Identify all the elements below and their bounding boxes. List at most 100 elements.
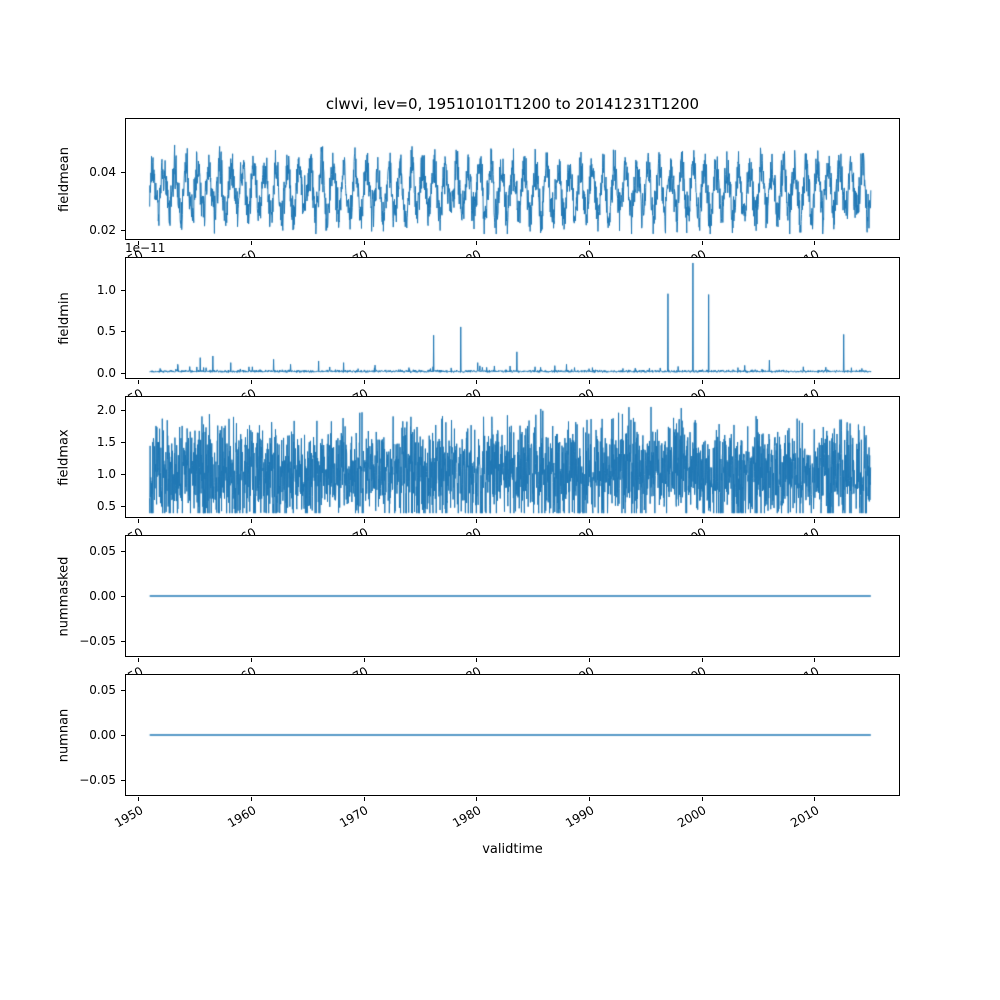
- y-tick-mark: [121, 331, 125, 333]
- fieldmean-axes: [125, 118, 900, 240]
- y-tick-mark: [121, 506, 125, 508]
- fieldmin-y-ticks: 0.0 0.5 1.0: [0, 257, 125, 380]
- x-tick-mark: [701, 797, 703, 801]
- y-tick-label: 1.5: [96, 434, 116, 449]
- fieldmean-y-ticks: 0.02 0.04: [0, 118, 125, 240]
- y-tick-mark: [121, 441, 125, 443]
- x-tick-label: 1960: [225, 664, 258, 674]
- y-tick-mark: [121, 372, 125, 374]
- y-tick-label: 1.0: [96, 282, 116, 297]
- nummasked-axes: [125, 535, 900, 657]
- y-tick-mark: [121, 641, 125, 643]
- fieldmin-x-ticks: 1950 1960 1970 1980 1990 2000 2010: [0, 380, 1000, 396]
- x-tick-mark: [138, 241, 140, 245]
- x-tick-mark: [138, 658, 140, 662]
- x-tick-mark: [363, 797, 365, 801]
- numnan-line-chart: [126, 675, 899, 795]
- numnan-y-ticks: −0.05 0.00 0.05: [0, 674, 125, 796]
- y-tick-label: 2.0: [96, 402, 116, 417]
- nummasked-x-ticks: 1950 1960 1970 1980 1990 2000 2010: [0, 658, 1000, 674]
- x-tick-mark: [138, 519, 140, 523]
- x-tick-mark: [476, 658, 478, 662]
- y-tick-mark: [121, 689, 125, 691]
- x-tick-label: 1950: [111, 803, 146, 831]
- x-tick-mark: [476, 380, 478, 384]
- x-tick-label: 2000: [675, 803, 709, 831]
- x-tick-mark: [814, 797, 816, 801]
- x-tick-label: 1990: [563, 247, 596, 257]
- x-tick-mark: [701, 380, 703, 384]
- x-tick-mark: [589, 519, 591, 523]
- x-tick-mark: [589, 241, 591, 245]
- nummasked-line-chart: [126, 536, 899, 656]
- fieldmin-line-chart: [126, 258, 899, 378]
- x-tick-mark: [589, 380, 591, 384]
- nummasked-y-ticks: −0.05 0.00 0.05: [0, 535, 125, 657]
- x-tick-mark: [701, 241, 703, 245]
- y-tick-label: 0.02: [89, 223, 116, 238]
- fieldmin-axes: [125, 257, 900, 379]
- y-tick-mark: [121, 171, 125, 173]
- y-tick-label: 0.5: [96, 324, 116, 339]
- x-tick-mark: [701, 519, 703, 523]
- x-tick-mark: [701, 658, 703, 662]
- x-tick-mark: [251, 380, 253, 384]
- x-tick-mark: [363, 658, 365, 662]
- fieldmax-x-ticks: 1950 1960 1970 1980 1990 2000 2010: [0, 519, 1000, 535]
- y-tick-mark: [121, 289, 125, 291]
- x-tick-label: 1980: [450, 247, 483, 257]
- x-tick-label: 1970: [337, 525, 370, 535]
- y-tick-mark: [121, 230, 125, 232]
- x-tick-label: 2010: [788, 664, 821, 674]
- x-tick-label: 2010: [788, 525, 821, 535]
- y-tick-label: 0.05: [89, 543, 116, 558]
- x-tick-label: 2010: [788, 386, 821, 396]
- subplot-fieldmin: 1e−11 fieldmin 0.00.51.0 195019601970198…: [0, 241, 1000, 396]
- y-tick-label: −0.05: [79, 773, 116, 788]
- y-tick-mark: [121, 474, 125, 475]
- x-tick-label: 1970: [337, 247, 370, 257]
- fieldmax-y-ticks: 0.5 1.0 1.5 2.0: [0, 396, 125, 518]
- subplot-fieldmean: fieldmean 0.020.04 195019601970198019902…: [0, 118, 1000, 257]
- x-tick-mark: [589, 797, 591, 801]
- y-tick-label: 0.00: [89, 589, 116, 603]
- x-tick-label: 1970: [337, 664, 370, 674]
- x-tick-mark: [138, 380, 140, 384]
- x-tick-label: 1980: [449, 803, 484, 831]
- x-tick-mark: [251, 797, 253, 801]
- x-tick-mark: [814, 658, 816, 662]
- x-tick-mark: [138, 797, 140, 801]
- x-tick-mark: [251, 519, 253, 523]
- x-tick-label: 1950: [112, 386, 145, 396]
- figure-title: clwvi, lev=0, 19510101T1200 to 20141231T…: [325, 95, 700, 113]
- x-tick-label: 2000: [675, 664, 708, 674]
- y-tick-label: 0.00: [89, 728, 116, 742]
- x-tick-mark: [476, 519, 478, 523]
- fieldmax-line-chart: [126, 397, 899, 517]
- numnan-axes: [125, 674, 900, 796]
- x-tick-label: 1990: [563, 386, 596, 396]
- x-tick-label: 2000: [675, 247, 708, 257]
- x-tick-label: 1950: [112, 664, 145, 674]
- x-tick-label: 1970: [337, 386, 370, 396]
- y-tick-label: 0.0: [96, 365, 116, 380]
- x-tick-mark: [363, 519, 365, 523]
- x-tick-mark: [814, 519, 816, 523]
- numnan-x-ticks: 1950 1960 1970 1980 1990 2000 2010: [0, 797, 1000, 845]
- y-tick-label: 0.5: [96, 499, 116, 514]
- subplot-fieldmax: fieldmax 0.51.01.52.0 195019601970198019…: [0, 396, 1000, 535]
- x-tick-label: 2010: [788, 247, 821, 257]
- x-tick-label: 1980: [450, 386, 483, 396]
- x-tick-label: 1990: [562, 803, 597, 831]
- x-tick-label: 2000: [675, 525, 708, 535]
- fieldmean-line-chart: [126, 119, 899, 239]
- x-tick-mark: [814, 241, 816, 245]
- y-tick-mark: [121, 780, 125, 782]
- x-tick-label: 1970: [337, 803, 371, 831]
- x-tick-mark: [363, 380, 365, 384]
- x-axis-label: validtime: [482, 842, 543, 857]
- x-tick-label: 2000: [675, 386, 708, 396]
- y-tick-mark: [121, 550, 125, 552]
- x-tick-mark: [363, 241, 365, 245]
